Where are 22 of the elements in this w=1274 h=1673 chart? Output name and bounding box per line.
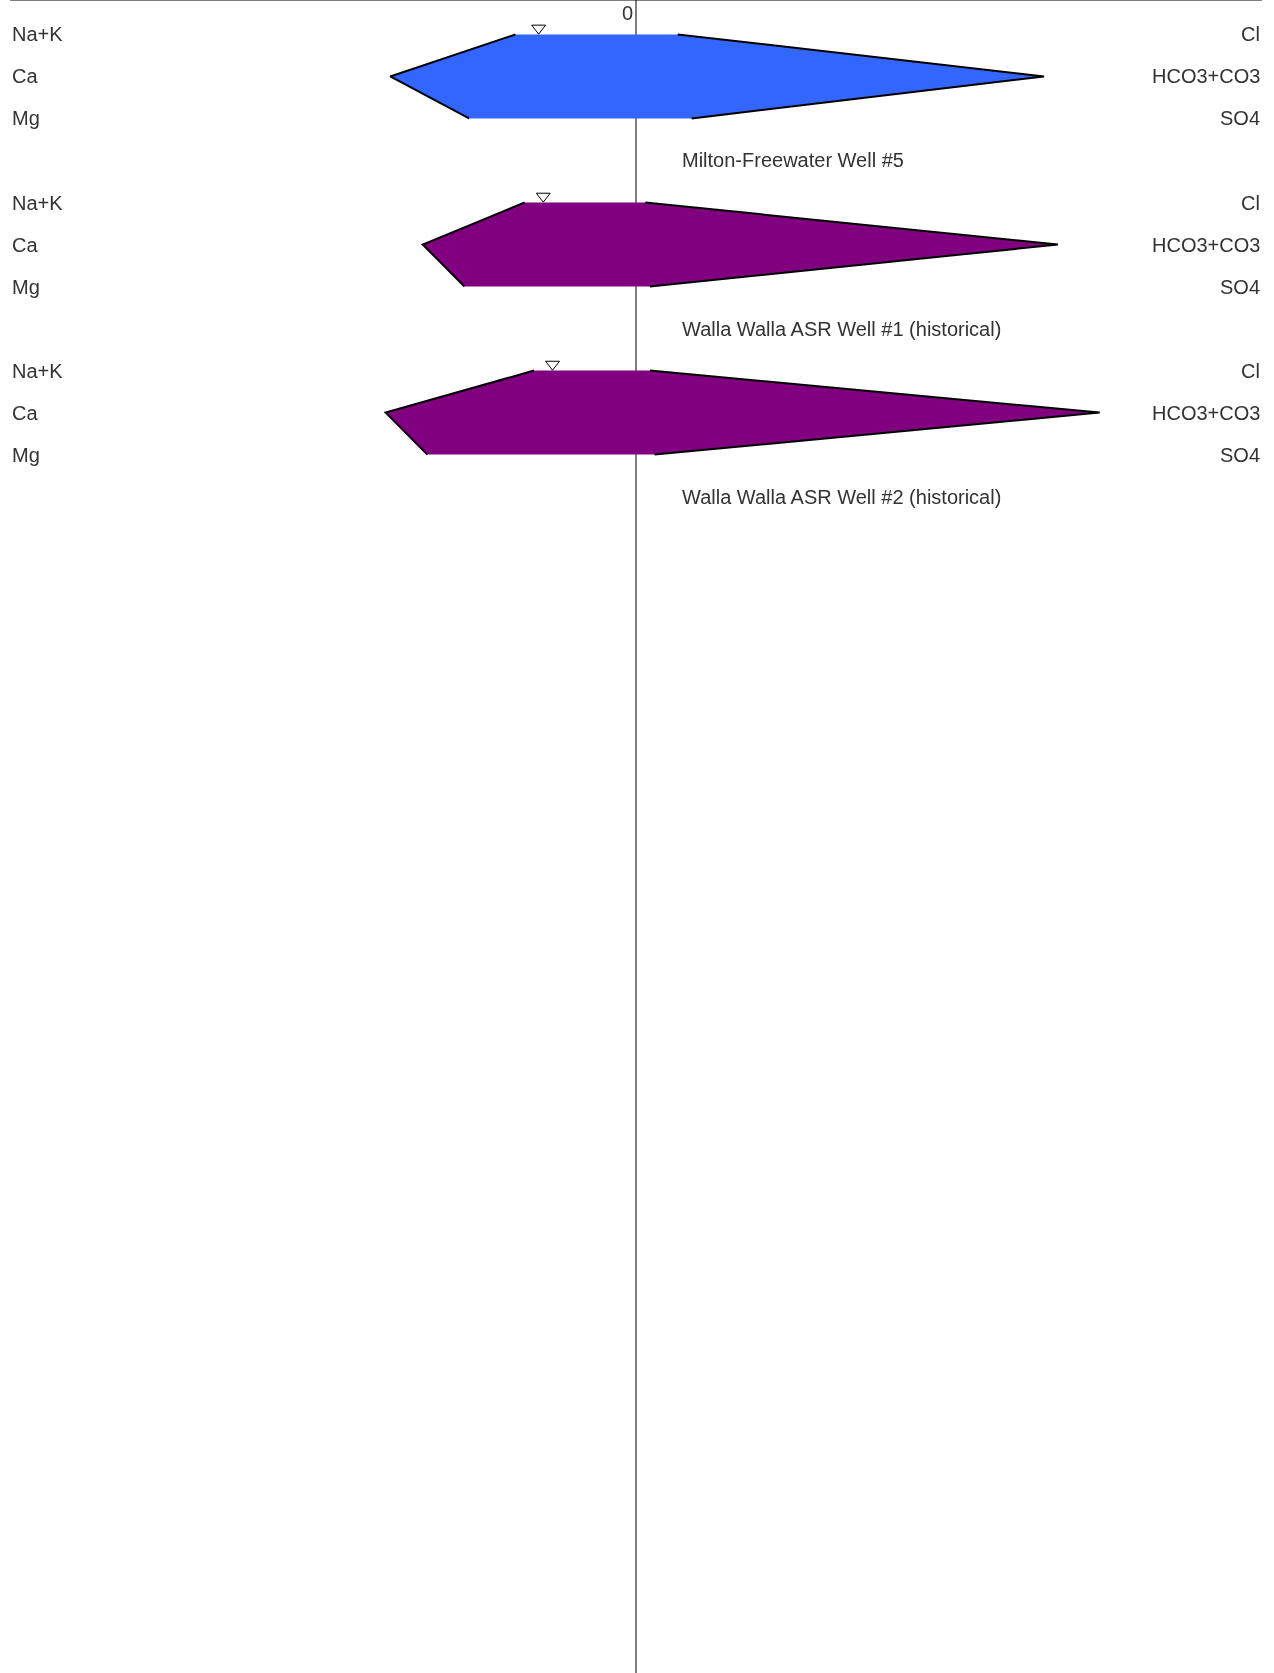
y2-tick-label: HCO3+CO3: [1152, 402, 1261, 424]
y2-tick-label: Cl: [1241, 192, 1260, 214]
y-tick-label: Mg: [12, 107, 40, 129]
y-tick-label: Na+K: [12, 360, 64, 382]
ref-line-label: 0: [622, 2, 634, 24]
y2-tick-label: HCO3+CO3: [1152, 234, 1261, 256]
y2-tick-label: SO4: [1220, 276, 1261, 298]
y2-tick-label: HCO3+CO3: [1152, 65, 1261, 87]
annotation: Walla Walla ASR Well #1 (historical): [682, 318, 1002, 340]
annotation: Walla Walla ASR Well #2 (historical): [682, 486, 1002, 508]
y2-tick-label: Cl: [1241, 23, 1260, 45]
y-tick-label: Ca: [12, 234, 39, 256]
annotation: Milton-Freewater Well #5: [682, 149, 904, 171]
y-tick-label: Ca: [12, 402, 39, 424]
y2-tick-label: Cl: [1241, 360, 1260, 382]
y-tick-label: Na+K: [12, 23, 64, 45]
y-tick-label: Na+K: [12, 192, 64, 214]
y2-tick-label: SO4: [1220, 444, 1261, 466]
y2-tick-label: SO4: [1220, 107, 1261, 129]
y-tick-label: Ca: [12, 65, 39, 87]
y-tick-label: Mg: [12, 276, 40, 298]
y-tick-label: Mg: [12, 444, 40, 466]
